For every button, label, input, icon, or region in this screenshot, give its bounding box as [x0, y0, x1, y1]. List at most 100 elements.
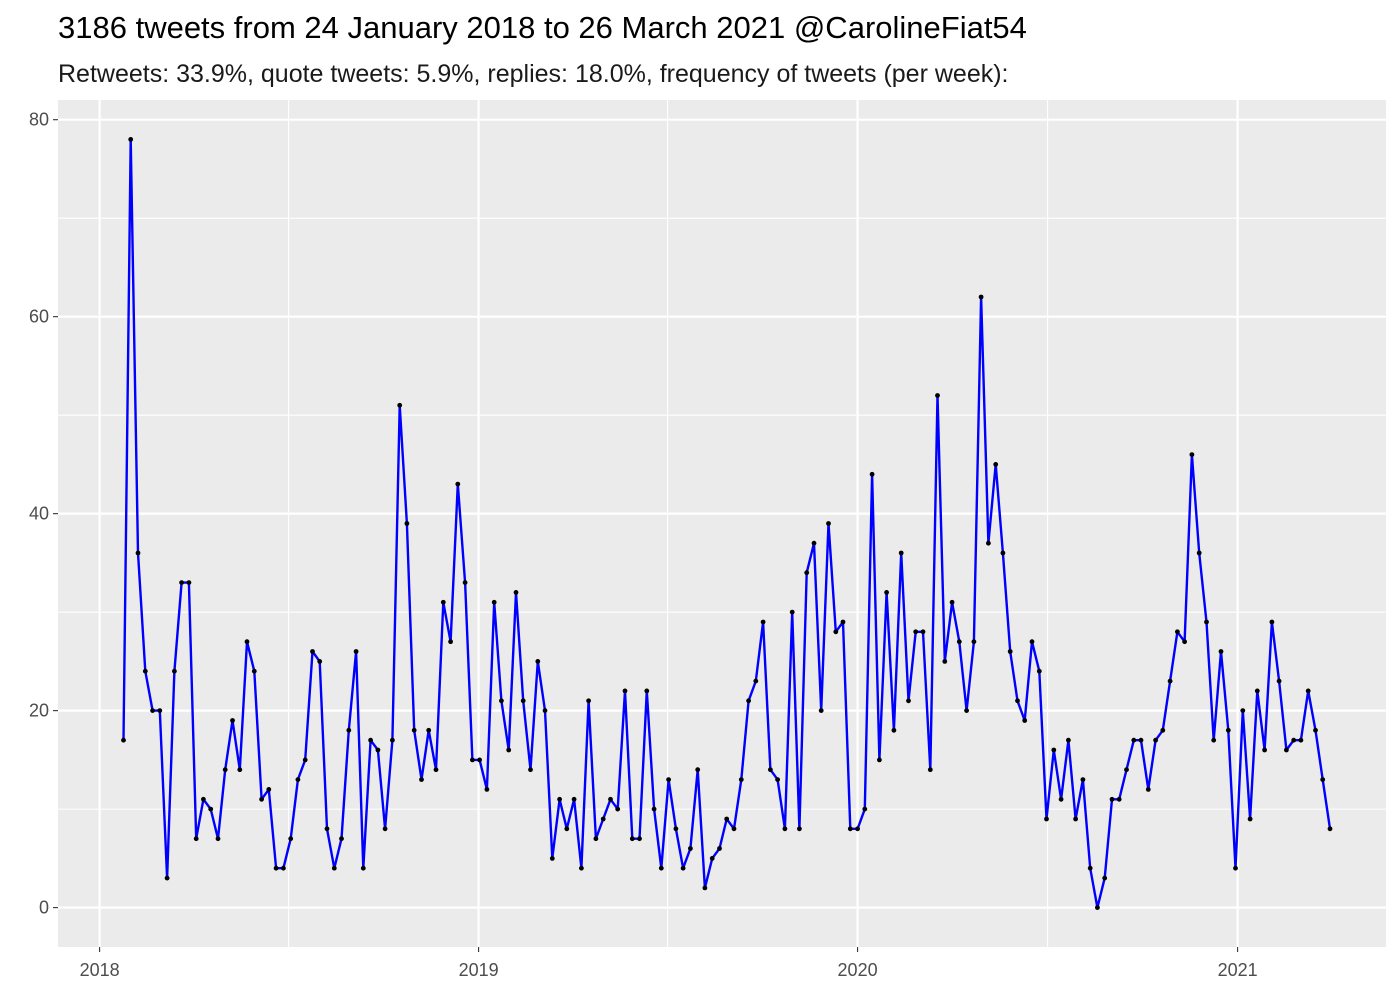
data-point [1102, 875, 1108, 881]
data-point [1116, 796, 1122, 802]
data-point [615, 806, 621, 812]
data-point [382, 826, 388, 832]
data-point [368, 737, 373, 743]
data-point [1305, 688, 1311, 694]
chart-subtitle: Retweets: 33.9%, quote tweets: 5.9%, rep… [58, 60, 1009, 88]
data-point [157, 708, 163, 713]
data-point [535, 659, 541, 664]
data-point [411, 727, 417, 733]
data-point [1204, 619, 1209, 625]
data-point [455, 481, 461, 487]
data-point [782, 826, 788, 832]
data-point [542, 708, 548, 713]
data-point [288, 836, 294, 842]
axes-layer: 0 20 40 60 80 2018 2019 2020 2021 [29, 110, 1258, 980]
data-point [1284, 747, 1289, 753]
data-point [1291, 737, 1297, 743]
data-point [775, 777, 780, 782]
data-point [956, 639, 962, 645]
y-tick-label: 20 [29, 701, 49, 721]
data-point [1073, 816, 1078, 822]
data-point [179, 580, 185, 585]
data-point [520, 698, 526, 704]
data-point [222, 767, 228, 773]
data-point [600, 816, 606, 822]
data-point [622, 688, 628, 694]
data-point [448, 639, 453, 645]
data-point [331, 865, 337, 871]
data-point [717, 846, 722, 851]
data-point [499, 698, 504, 704]
data-point [397, 402, 403, 408]
plot-panel [58, 100, 1386, 947]
data-point [833, 629, 839, 635]
y-tick-label: 60 [29, 307, 49, 327]
data-point [789, 609, 795, 615]
data-point [1095, 905, 1100, 910]
data-point [847, 826, 853, 832]
x-tick-label: 2019 [459, 960, 499, 980]
data-point [1211, 737, 1217, 743]
data-point [484, 787, 490, 792]
data-point [964, 708, 969, 713]
data-point [804, 570, 810, 576]
x-tick-label: 2020 [838, 960, 878, 980]
data-point [251, 668, 257, 674]
data-point [891, 727, 897, 733]
data-point [244, 639, 250, 645]
data-point [986, 540, 991, 546]
data-point [1087, 865, 1093, 871]
data-point [353, 649, 359, 654]
data-point [1138, 737, 1144, 743]
data-point [135, 550, 141, 556]
data-point [898, 550, 904, 556]
data-point [208, 806, 214, 812]
data-point [826, 521, 831, 526]
data-point [906, 698, 911, 704]
data-point [426, 727, 432, 733]
data-point [1189, 452, 1195, 457]
data-point [375, 747, 381, 753]
data-point [927, 767, 933, 773]
data-point [470, 757, 475, 763]
data-point [942, 659, 948, 664]
data-point [768, 767, 773, 773]
data-point [1051, 747, 1057, 753]
data-point [949, 599, 955, 605]
data-point [164, 875, 170, 881]
data-point [724, 816, 730, 822]
data-point [302, 757, 308, 763]
data-point [1225, 727, 1231, 733]
data-point [1000, 550, 1006, 556]
data-point [709, 856, 715, 861]
data-point [477, 757, 482, 763]
data-point [993, 462, 999, 467]
data-point [237, 767, 243, 773]
data-point [1036, 668, 1042, 674]
data-point [121, 737, 126, 743]
data-point [433, 767, 439, 773]
data-point [1124, 767, 1129, 773]
y-tick-label: 80 [29, 110, 49, 130]
data-point [549, 856, 555, 861]
data-point [658, 865, 664, 871]
data-point [1160, 727, 1166, 733]
data-point [680, 865, 686, 871]
data-point [1320, 777, 1326, 782]
data-point [1196, 550, 1202, 556]
data-point [1145, 787, 1151, 792]
data-point [564, 826, 570, 832]
data-point [419, 777, 424, 782]
data-point [266, 787, 272, 792]
data-point [1269, 619, 1275, 625]
data-point [230, 718, 235, 723]
data-point [797, 826, 802, 832]
data-point [884, 590, 889, 595]
data-point [1058, 796, 1064, 802]
data-point [586, 698, 591, 704]
data-point [193, 836, 199, 842]
data-point [201, 796, 206, 802]
data-point [746, 698, 751, 704]
data-point [1029, 639, 1035, 645]
